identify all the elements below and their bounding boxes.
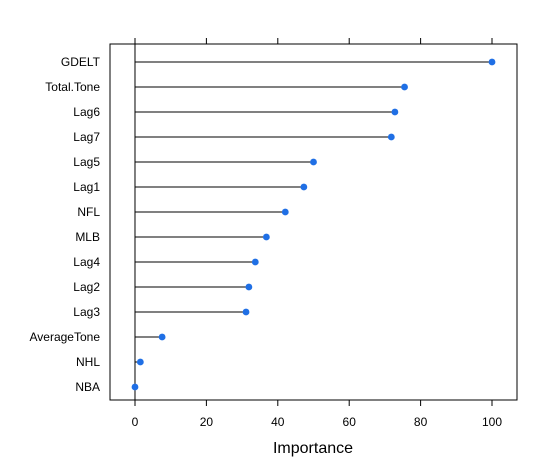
point-nhl: [136, 358, 144, 366]
x-tick-label: 80: [414, 415, 428, 429]
point-lag2: [245, 283, 253, 291]
points-layer: [131, 58, 496, 391]
category-label: MLB: [75, 230, 100, 244]
plot-frame: [109, 43, 518, 401]
point-nba: [131, 383, 139, 391]
category-label: Lag4: [73, 255, 100, 269]
x-tick-label: 20: [200, 415, 214, 429]
point-lag6: [391, 108, 399, 116]
x-tick-label: 40: [271, 415, 285, 429]
category-label: NHL: [76, 355, 100, 369]
category-label: Lag2: [73, 280, 100, 294]
ticks-layer: 0 20 40 60 80 100: [132, 38, 502, 429]
category-label: NFL: [77, 205, 100, 219]
stems-layer: [134, 61, 493, 363]
x-tick-label: 60: [343, 415, 357, 429]
category-label: NBA: [75, 380, 100, 394]
category-label: AverageTone: [30, 330, 101, 344]
point-gdelt: [488, 58, 496, 66]
x-tick-label: 0: [132, 415, 139, 429]
category-label: GDELT: [61, 55, 101, 69]
point-lag5: [310, 158, 317, 166]
point-mlb: [262, 233, 270, 241]
category-label: Lag6: [73, 105, 100, 119]
point-lag7: [387, 133, 395, 141]
point-lag3: [242, 308, 250, 316]
category-label: Lag5: [73, 155, 100, 169]
point-lag1: [300, 183, 308, 191]
x-tick-label: 100: [482, 415, 502, 429]
category-label: Lag3: [73, 305, 100, 319]
point-total-tone: [401, 83, 408, 91]
point-averagetone: [158, 333, 166, 341]
category-label: Lag1: [73, 180, 100, 194]
point-lag4: [251, 258, 259, 266]
category-label: Lag7: [73, 130, 100, 144]
x-axis-title: Importance: [273, 440, 353, 457]
category-label: Total.Tone: [45, 80, 100, 94]
labels-layer: GDELT Total.Tone Lag6 Lag7 Lag5 Lag1 NFL MLB Lag…: [30, 55, 101, 394]
point-nfl: [281, 208, 289, 216]
